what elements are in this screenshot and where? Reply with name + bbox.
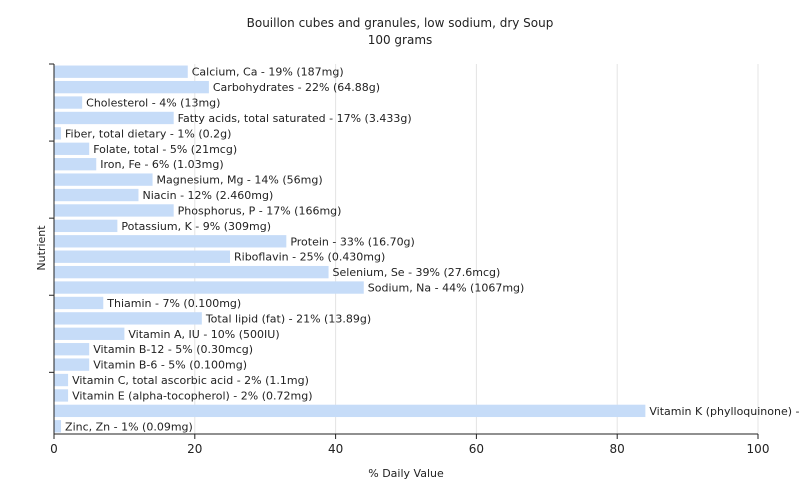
y-axis-title: Nutrient <box>35 225 48 271</box>
x-tick-label-2: 40 <box>328 442 343 456</box>
chart-subtitle: 100 grams <box>368 33 433 47</box>
bar-label-1: Carbohydrates - 22% (64.88g) <box>213 81 380 94</box>
bar-label-23: Zinc, Zn - 1% (0.09mg) <box>65 420 193 433</box>
bar-label-14: Sodium, Na - 44% (1067mg) <box>368 282 525 295</box>
bar-9 <box>54 204 174 217</box>
bar-label-15: Thiamin - 7% (0.100mg) <box>106 297 241 310</box>
bar-13 <box>54 265 329 279</box>
bar-label-7: Magnesium, Mg - 14% (56mg) <box>157 174 323 187</box>
x-axis-title: % Daily Value <box>368 467 444 480</box>
bar-18 <box>54 343 90 356</box>
bar-12 <box>54 250 230 263</box>
axes: 0 20 40 60 80 100 <box>49 63 770 456</box>
bar-label-21: Vitamin E (alpha-tocopherol) - 2% (0.72m… <box>72 389 312 402</box>
bar-label-4: Fiber, total dietary - 1% (0.2g) <box>65 127 231 140</box>
x-tick-label-0: 0 <box>50 442 58 456</box>
bar-label-3: Fatty acids, total saturated - 17% (3.43… <box>178 112 412 125</box>
bar-2 <box>54 96 83 109</box>
bar-label-11: Protein - 33% (16.70g) <box>290 235 415 248</box>
x-tick-label-3: 60 <box>469 442 484 456</box>
bar-19 <box>54 358 90 371</box>
bars <box>54 65 646 433</box>
bar-4 <box>54 127 62 140</box>
bar-6 <box>54 158 97 171</box>
bar-5 <box>54 142 90 155</box>
bar-15 <box>54 296 104 310</box>
bar-label-5: Folate, total - 5% (21mcg) <box>93 143 237 156</box>
bar-label-6: Iron, Fe - 6% (1.03mg) <box>100 158 223 171</box>
bar-21 <box>54 389 69 402</box>
bar-label-18: Vitamin B-12 - 5% (0.30mcg) <box>93 343 253 356</box>
bar-labels: Calcium, Ca - 19% (187mg) Carbohydrates -… <box>65 66 800 434</box>
bar-8 <box>54 188 139 202</box>
bar-20 <box>54 373 69 387</box>
bar-label-16: Total lipid (fat) - 21% (13.89g) <box>205 312 371 325</box>
bar-0 <box>54 65 188 78</box>
bar-label-8: Niacin - 12% (2.460mg) <box>142 189 273 202</box>
bar-22 <box>54 404 646 418</box>
x-tick-label-5: 100 <box>747 442 770 456</box>
bar-label-17: Vitamin A, IU - 10% (500IU) <box>128 328 279 341</box>
bar-label-13: Selenium, Se - 39% (27.6mcg) <box>333 266 501 279</box>
grid-lines <box>194 64 759 434</box>
bar-label-9: Phosphorus, P - 17% (166mg) <box>178 204 342 217</box>
bar-label-12: Riboflavin - 25% (0.430mg) <box>234 251 385 264</box>
bar-label-2: Cholesterol - 4% (13mg) <box>86 97 220 110</box>
x-tick-label-4: 80 <box>610 442 625 456</box>
bar-17 <box>54 327 125 340</box>
bar-23 <box>54 420 62 433</box>
bar-label-0: Calcium, Ca - 19% (187mg) <box>192 66 344 79</box>
bar-16 <box>54 312 202 325</box>
bar-14 <box>54 281 364 294</box>
bar-10 <box>54 219 118 233</box>
bar-label-20: Vitamin C, total ascorbic acid - 2% (1.1… <box>72 374 309 387</box>
bar-label-19: Vitamin B-6 - 5% (0.100mg) <box>93 359 247 372</box>
bar-7 <box>54 173 153 186</box>
bar-label-22: Vitamin K (phylloquinone) - 84% (66.9mcg… <box>649 405 800 418</box>
bar-label-10: Potassium, K - 9% (309mg) <box>121 220 271 233</box>
x-tick-label-1: 20 <box>187 442 202 456</box>
chart-title: Bouillon cubes and granules, low sodium,… <box>247 16 554 30</box>
bar-1 <box>54 80 209 94</box>
bar-11 <box>54 235 287 248</box>
bar-3 <box>54 111 174 125</box>
